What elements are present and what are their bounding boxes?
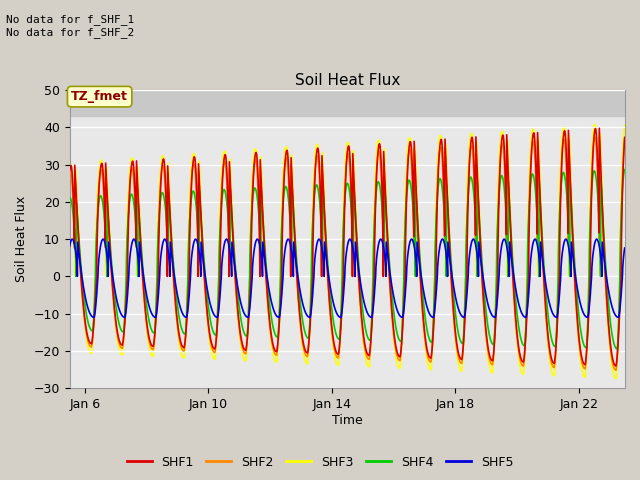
Text: No data for f_SHF_1
No data for f_SHF_2: No data for f_SHF_1 No data for f_SHF_2 xyxy=(6,14,134,38)
Legend: SHF1, SHF2, SHF3, SHF4, SHF5: SHF1, SHF2, SHF3, SHF4, SHF5 xyxy=(122,451,518,474)
X-axis label: Time: Time xyxy=(332,414,363,427)
Y-axis label: Soil Heat Flux: Soil Heat Flux xyxy=(15,196,28,282)
Text: TZ_fmet: TZ_fmet xyxy=(71,90,128,103)
Title: Soil Heat Flux: Soil Heat Flux xyxy=(294,72,400,87)
Bar xyxy=(70,90,625,116)
